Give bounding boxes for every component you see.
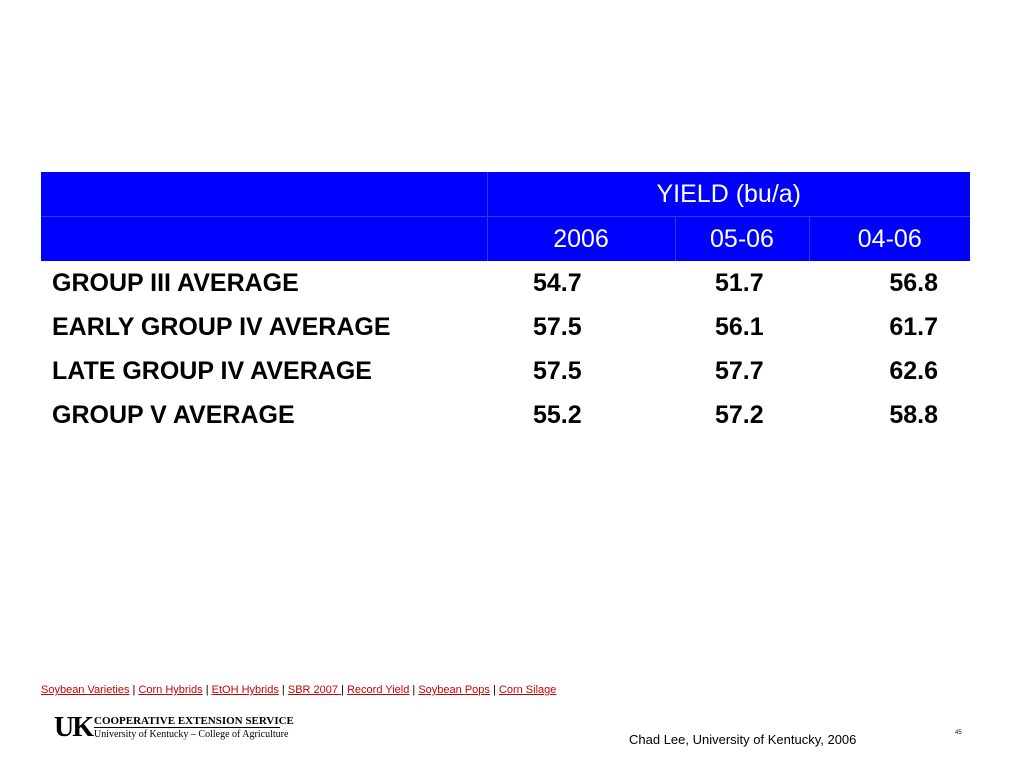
cell-04-06: 56.8	[889, 268, 939, 297]
logo-title: COOPERATIVE EXTENSION SERVICE	[94, 715, 294, 727]
cell-05-06: 57.2	[715, 400, 764, 429]
cell-05-06: 57.7	[715, 356, 764, 385]
table-row: LATE GROUP IV AVERAGE 57.5 57.7 62.6	[41, 349, 970, 393]
link-corn-silage[interactable]: Corn Silage	[498, 684, 557, 696]
uk-logo-mark: UK	[54, 712, 94, 743]
logo-subtitle: University of Kentucky – College of Agri…	[94, 729, 289, 740]
cell-04-06: 62.6	[889, 356, 939, 385]
header-blank-cell	[41, 216, 487, 261]
yield-table: YIELD (bu/a) 2006 05-06 04-06 GROUP III …	[41, 172, 971, 437]
cell-05-06: 56.1	[715, 312, 764, 341]
link-separator: |	[489, 684, 499, 696]
link-soybean-varieties[interactable]: Soybean Varieties	[41, 684, 130, 696]
link-separator: |	[409, 684, 419, 696]
cell-2006: 54.7	[533, 268, 582, 297]
yield-group-header: YIELD (bu/a)	[486, 172, 971, 217]
row-label: LATE GROUP IV AVERAGE	[52, 356, 372, 385]
column-header-04-06: 04-06	[808, 216, 971, 261]
table-row: GROUP III AVERAGE 54.7 51.7 56.8	[41, 261, 970, 305]
author-credit: Chad Lee, University of Kentucky, 2006	[629, 732, 857, 747]
cell-04-06: 58.8	[889, 400, 939, 429]
row-label: GROUP III AVERAGE	[52, 268, 299, 297]
table-row: GROUP V AVERAGE 55.2 57.2 58.8	[41, 393, 970, 437]
header-blank-cell	[41, 172, 487, 217]
footer-nav-links: Soybean Varieties | Corn Hybrids | EtOH …	[41, 684, 556, 696]
link-soybean-pops[interactable]: Soybean Pops	[418, 684, 490, 696]
logo-divider	[94, 727, 280, 728]
cell-04-06: 61.7	[889, 312, 939, 341]
column-header-2006: 2006	[486, 216, 675, 261]
uk-extension-logo: UK COOPERATIVE EXTENSION SERVICE Univers…	[54, 712, 294, 743]
row-label: GROUP V AVERAGE	[52, 400, 295, 429]
link-separator: |	[341, 684, 347, 696]
table-row: EARLY GROUP IV AVERAGE 57.5 56.1 61.7	[41, 305, 970, 349]
link-separator: |	[202, 684, 212, 696]
cell-2006: 55.2	[533, 400, 582, 429]
cell-05-06: 51.7	[715, 268, 764, 297]
link-separator: |	[278, 684, 288, 696]
column-header-05-06: 05-06	[674, 216, 809, 261]
slide-number: 45	[955, 730, 962, 736]
row-label: EARLY GROUP IV AVERAGE	[52, 312, 391, 341]
link-record-yield[interactable]: Record Yield	[346, 684, 410, 696]
table-header-row-years: 2006 05-06 04-06	[41, 216, 971, 261]
table-header-row-group: YIELD (bu/a)	[41, 172, 971, 217]
link-separator: |	[129, 684, 139, 696]
link-corn-hybrids[interactable]: Corn Hybrids	[138, 684, 203, 696]
link-etoh-hybrids[interactable]: EtOH Hybrids	[211, 684, 279, 696]
cell-2006: 57.5	[533, 356, 582, 385]
link-sbr-2007[interactable]: SBR 2007	[287, 684, 342, 696]
cell-2006: 57.5	[533, 312, 582, 341]
